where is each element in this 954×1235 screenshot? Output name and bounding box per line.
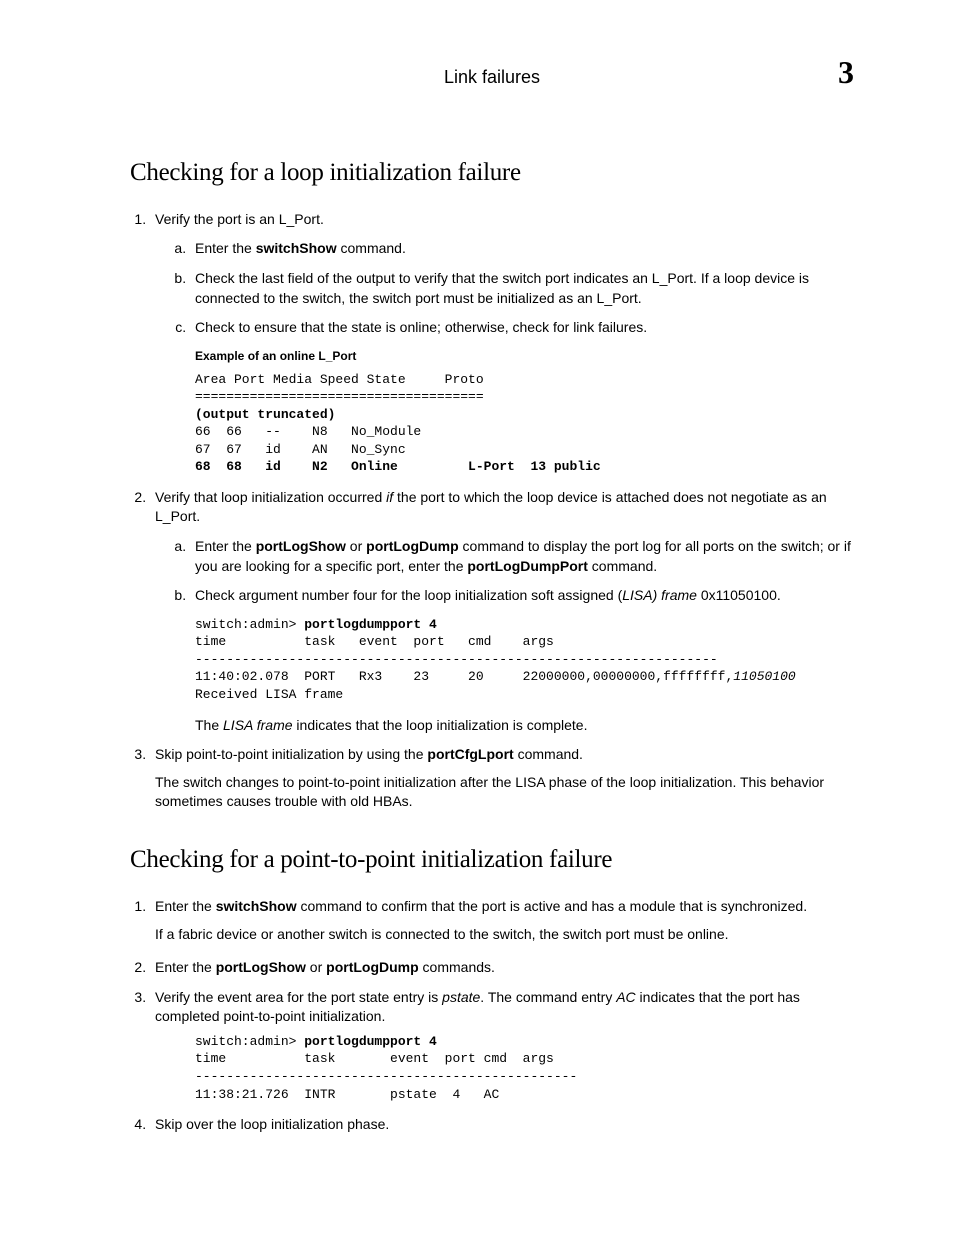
divider: ----------------------------------------… xyxy=(195,1069,577,1084)
code-head: Area Port Media Speed State Proto ======… xyxy=(195,372,484,405)
followup: The switch changes to point-to-point ini… xyxy=(155,773,854,812)
followup: If a fabric device or another switch is … xyxy=(155,925,854,945)
example-label: Example of an online L_Port xyxy=(195,348,854,365)
text-italic: pstate xyxy=(442,989,480,1005)
text: command to confirm that the port is acti… xyxy=(297,898,807,914)
text-italic: LISA) frame xyxy=(622,587,697,603)
code-rows: 66 66 -- N8 No_Module 67 67 id AN No_Syn… xyxy=(195,424,421,457)
text: or xyxy=(306,959,326,975)
p2p-steps: Enter the switchShow command to confirm … xyxy=(130,897,854,1135)
cmd: portLogDumpPort xyxy=(467,558,588,574)
command: portlogdumpport 4 xyxy=(304,1034,437,1049)
text: 0x11050100. xyxy=(697,587,781,603)
cmd: portLogShow xyxy=(256,538,346,554)
text: The xyxy=(195,717,223,733)
rows: 11:40:02.078 PORT Rx3 23 20 22000000,000… xyxy=(195,669,733,684)
cmd: switchShow xyxy=(216,898,297,914)
command: portlogdumpport 4 xyxy=(304,617,437,632)
text: Check the last field of the output to ve… xyxy=(195,270,809,306)
p2p-step-1: Enter the switchShow command to confirm … xyxy=(150,897,854,944)
p2p-step-2: Enter the portLogShow or portLogDump com… xyxy=(150,958,854,978)
text: or xyxy=(346,538,366,554)
text: Verify that loop initialization occurred xyxy=(155,489,386,505)
text: Verify the event area for the port state… xyxy=(155,989,442,1005)
sub-a: Enter the switchShow command. xyxy=(190,239,854,259)
cmd: portLogShow xyxy=(216,959,306,975)
section-heading-loop: Checking for a loop initialization failu… xyxy=(130,155,854,190)
section-heading-p2p: Checking for a point-to-point initializa… xyxy=(130,842,854,877)
cmd: portCfgLport xyxy=(427,746,513,762)
code-bold-row: 68 68 id N2 Online L-Port 13 public xyxy=(195,459,601,474)
cmd: portLogDump xyxy=(366,538,459,554)
text-italic: LISA frame xyxy=(223,717,293,733)
text: command. xyxy=(514,746,583,762)
cmd: portLogDump xyxy=(326,959,419,975)
rows: 11:38:21.726 INTR pstate 4 AC xyxy=(195,1087,499,1102)
p2p-step-3: Verify the event area for the port state… xyxy=(150,988,854,1103)
prompt: switch:admin> xyxy=(195,617,304,632)
text: Enter the xyxy=(195,538,256,554)
text: Check to ensure that the state is online… xyxy=(195,319,647,335)
code-trunc: (output truncated) xyxy=(195,407,335,422)
header-title: Link failures xyxy=(170,65,814,90)
text-italic: AC xyxy=(616,989,635,1005)
text: Skip point-to-point initialization by us… xyxy=(155,746,427,762)
loop-steps: Verify the port is an L_Port. Enter the … xyxy=(130,210,854,812)
page-header: Link failures 3 xyxy=(130,50,854,95)
text: command. xyxy=(588,558,657,574)
text: Check argument number four for the loop … xyxy=(195,587,622,603)
loop-step-2-sub: Enter the portLogShow or portLogDump com… xyxy=(155,537,854,606)
cmd: switchShow xyxy=(256,240,337,256)
lisa-note: The LISA frame indicates that the loop i… xyxy=(195,716,854,736)
text: . The command entry xyxy=(480,989,616,1005)
sub-c: Check to ensure that the state is online… xyxy=(190,318,854,338)
loop-step-2: Verify that loop initialization occurred… xyxy=(150,488,854,735)
loop-step-1-sub: Enter the switchShow command. Check the … xyxy=(155,239,854,337)
text: command. xyxy=(337,240,406,256)
text: Enter the xyxy=(155,898,216,914)
page: Link failures 3 Checking for a loop init… xyxy=(0,0,954,1235)
loop-step-3: Skip point-to-point initialization by us… xyxy=(150,745,854,812)
head: time task event port cmd args xyxy=(195,1051,554,1066)
text: indicates that the loop initialization i… xyxy=(293,717,588,733)
sub-b: Check argument number four for the loop … xyxy=(190,586,854,606)
code-block-1: Area Port Media Speed State Proto ======… xyxy=(195,371,854,476)
chapter-number: 3 xyxy=(814,50,854,95)
divider: ----------------------------------------… xyxy=(195,652,718,667)
code-block-3: switch:admin> portlogdumpport 4 time tas… xyxy=(195,1033,854,1103)
p2p-step-4: Skip over the loop initialization phase. xyxy=(150,1115,854,1135)
loop-step-1: Verify the port is an L_Port. Enter the … xyxy=(150,210,854,476)
text: commands. xyxy=(419,959,495,975)
code-block-2: switch:admin> portlogdumpport 4 time tas… xyxy=(195,616,854,704)
prompt: switch:admin> xyxy=(195,1034,304,1049)
italic-row: 11050100 xyxy=(733,669,795,684)
sub-a: Enter the portLogShow or portLogDump com… xyxy=(190,537,854,576)
text: Skip over the loop initialization phase. xyxy=(155,1116,389,1132)
text: Enter the xyxy=(195,240,256,256)
text: Enter the xyxy=(155,959,216,975)
step-text: Verify the port is an L_Port. xyxy=(155,211,324,227)
tail: Received LISA frame xyxy=(195,687,343,702)
head: time task event port cmd args xyxy=(195,634,554,649)
sub-b: Check the last field of the output to ve… xyxy=(190,269,854,308)
